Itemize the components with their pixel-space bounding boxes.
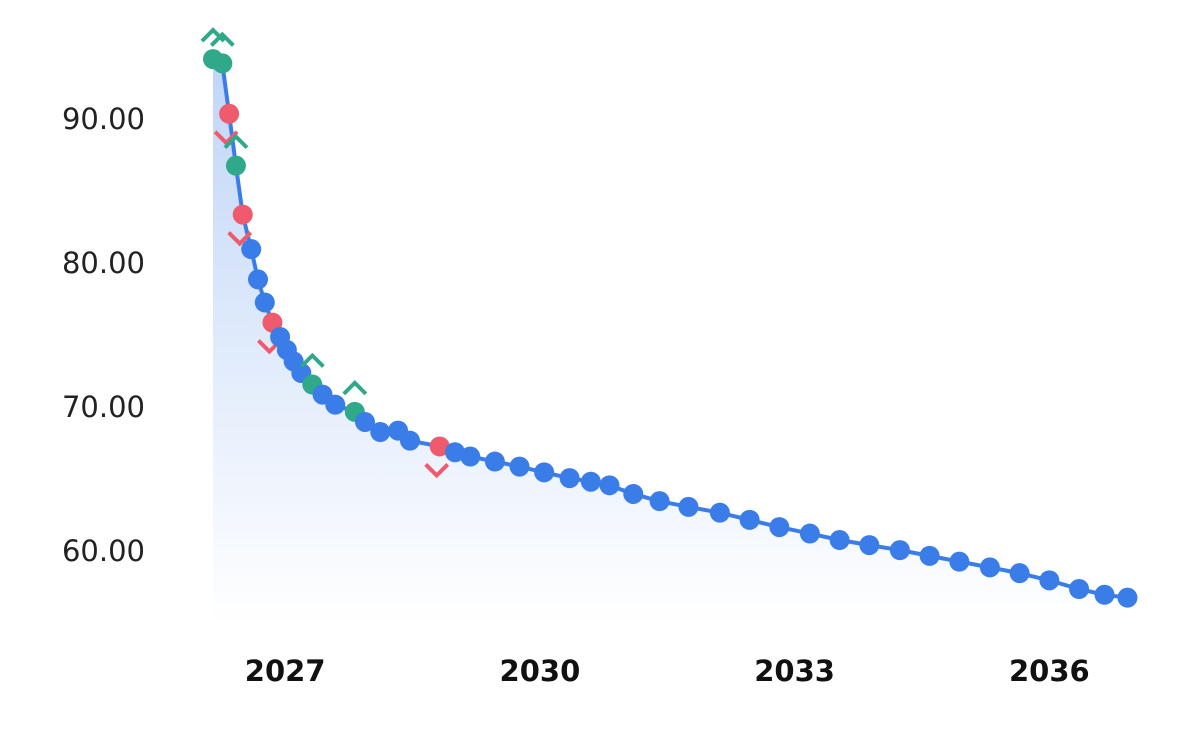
signal-up-arrow xyxy=(209,31,235,47)
data-point xyxy=(509,456,530,477)
data-point xyxy=(241,239,262,260)
signal-up-arrow xyxy=(342,380,368,396)
data-point xyxy=(484,451,505,472)
data-point xyxy=(370,422,391,443)
signal-up-arrow xyxy=(299,352,325,368)
data-point xyxy=(799,523,820,544)
signal-down-arrow xyxy=(424,463,450,479)
data-point xyxy=(534,462,555,483)
signal-down-arrow xyxy=(227,231,253,247)
data-point xyxy=(859,535,880,556)
x-tick-label: 2036 xyxy=(1009,654,1090,688)
data-point xyxy=(1009,563,1030,584)
signal-up-arrow xyxy=(223,133,249,150)
y-tick-label: 90.00 xyxy=(62,102,145,136)
signal-down-arrow xyxy=(213,130,239,146)
data-point xyxy=(1039,570,1060,591)
data-point xyxy=(829,530,850,551)
data-point xyxy=(444,442,465,463)
y-tick-label: 80.00 xyxy=(62,246,145,280)
data-point xyxy=(649,491,670,512)
x-tick-label: 2030 xyxy=(500,654,581,688)
x-tick-label: 2027 xyxy=(245,654,326,688)
data-point xyxy=(979,557,1000,578)
data-point xyxy=(429,436,450,457)
data-point xyxy=(354,411,375,432)
data-point xyxy=(212,53,233,74)
data-point xyxy=(460,446,481,467)
data-point xyxy=(919,545,940,566)
y-tick-label: 60.00 xyxy=(62,534,145,568)
data-point xyxy=(325,394,346,415)
data-point xyxy=(399,430,420,451)
data-point xyxy=(769,517,790,538)
data-point xyxy=(709,502,730,523)
y-tick-label: 70.00 xyxy=(62,390,145,424)
data-point xyxy=(580,471,601,492)
data-point xyxy=(254,292,275,313)
data-point xyxy=(1094,584,1115,605)
data-point xyxy=(232,204,253,225)
data-point xyxy=(219,103,240,124)
data-point xyxy=(739,509,760,530)
data-point xyxy=(1069,579,1090,599)
data-point xyxy=(599,475,620,496)
data-point xyxy=(889,540,910,561)
data-point xyxy=(623,483,644,504)
x-tick-label: 2033 xyxy=(754,654,835,688)
area-fill xyxy=(213,59,1128,626)
data-point xyxy=(248,269,269,290)
data-point xyxy=(949,551,970,572)
data-point xyxy=(559,468,580,489)
data-point xyxy=(1117,587,1138,608)
data-point xyxy=(225,155,246,176)
data-point xyxy=(678,496,699,517)
